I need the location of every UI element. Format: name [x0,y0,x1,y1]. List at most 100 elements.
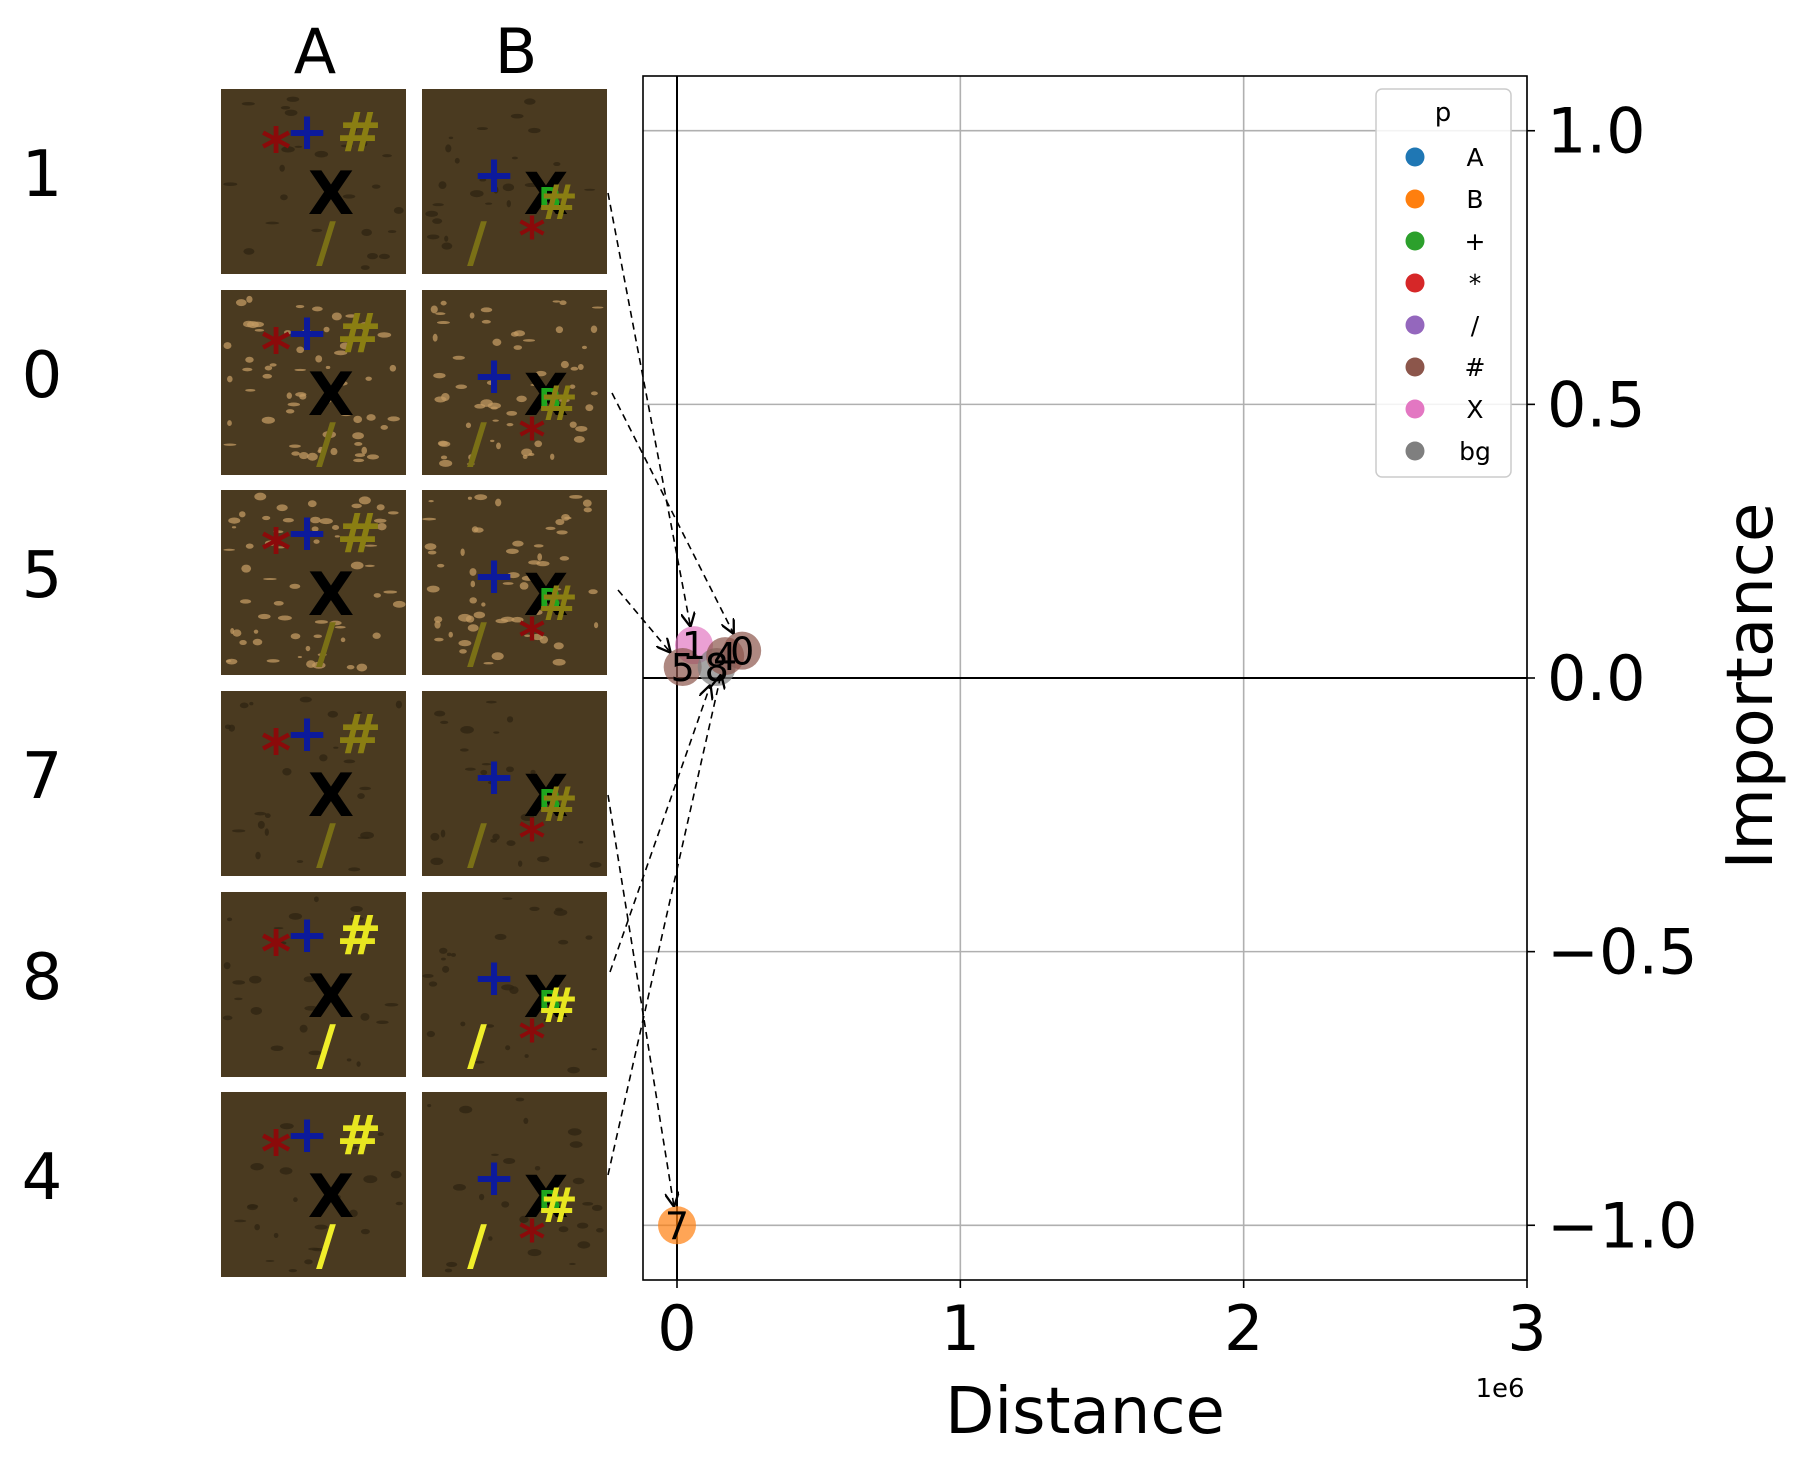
texture-speck [491,1153,499,1156]
texture-speck [340,413,352,417]
texture-speck [351,1146,358,1150]
texture-speck [510,113,524,119]
image-thumbnail: *+ #X/ [221,490,406,675]
texture-speck [373,518,387,523]
texture-speck [480,307,493,313]
texture-speck [517,860,523,867]
texture-speck [495,618,509,624]
texture-speck [299,1024,308,1033]
texture-speck [552,658,566,666]
texture-speck [223,443,237,446]
slash-symbol: / [467,1014,487,1077]
texture-speck [559,556,570,561]
data-point [663,648,702,687]
texture-speck [361,446,368,455]
texture-speck [281,146,295,153]
texture-speck [486,380,496,386]
x-axis-label: Distance [945,1375,1225,1449]
texture-speck [578,840,584,844]
texture-speck [382,154,392,158]
texture-speck [223,548,236,551]
texture-speck [254,328,265,332]
connector-arrow [607,676,721,1176]
y-tick-label: 0.0 [1547,642,1646,715]
texture-speck [426,1030,436,1038]
texture-speck [387,230,397,233]
texture-speck [279,1167,293,1175]
b-symbol: B [539,583,562,618]
texture-speck [283,330,292,335]
texture-speck [464,767,476,771]
texture-speck [528,127,541,134]
texture-speck [427,550,437,555]
image-thumbnail: *+ #X/ [221,691,406,876]
x-symbol: X [308,360,354,430]
texture-speck [306,660,316,668]
texture-speck [555,326,564,334]
texture-speck [493,731,500,734]
texture-speck [222,1015,233,1021]
texture-speck [583,507,592,513]
texture-speck [360,265,370,270]
texture-speck [314,896,319,903]
texture-speck [334,350,348,356]
texture-speck [524,183,539,188]
texture-speck [444,235,449,242]
texture-speck [570,366,579,371]
texture-speck [249,975,262,984]
texture-speck [273,1232,279,1238]
texture-speck [494,933,507,940]
texture-speck [387,511,399,515]
texture-speck [334,626,346,629]
texture-speck [353,458,365,463]
hash-symbol: # [336,502,381,565]
texture-speck [311,228,323,233]
x-symbol: X [308,560,354,630]
texture-speck [474,403,486,409]
texture-speck [356,1061,361,1067]
texture-speck [280,105,291,110]
texture-speck [439,459,453,467]
texture-speck [440,720,449,724]
legend-label: * [1469,269,1482,298]
texture-speck [286,96,300,102]
texture-speck [313,539,320,544]
texture-speck [285,409,295,414]
texture-speck [460,548,465,557]
texture-speck [232,980,246,985]
texture-speck [432,333,438,342]
thumbnail-background [422,490,607,675]
texture-speck [346,1058,352,1062]
texture-speck [590,391,598,396]
texture-speck [524,98,536,105]
texture-speck [550,453,555,460]
texture-speck [531,633,544,641]
hash-symbol: # [336,1104,381,1167]
image-thumbnail: + XB#* / [422,290,607,475]
texture-speck [359,322,370,330]
texture-speck [426,585,440,593]
star-symbol: * [518,1210,545,1270]
texture-speck [434,710,446,717]
legend-entries: AB + * / # Xbg [1405,143,1491,466]
texture-speck [263,577,277,581]
row-label: 7 [22,740,63,814]
texture-speck [356,663,368,672]
texture-speck [439,947,448,954]
star-symbol: * [261,516,291,584]
texture-speck [273,927,284,930]
texture-speck [339,342,352,350]
texture-speck [223,962,231,970]
texture-speck [266,659,280,663]
texture-speck [560,360,569,369]
texture-speck [450,952,457,957]
texture-speck [442,965,450,973]
texture-speck [506,766,514,773]
texture-speck [357,793,365,799]
texture-speck [561,513,570,521]
texture-speck [529,906,540,912]
star-symbol: * [518,1010,545,1070]
plus-symbol: + [472,747,516,807]
texture-speck [304,1259,313,1265]
texture-speck [342,194,356,199]
